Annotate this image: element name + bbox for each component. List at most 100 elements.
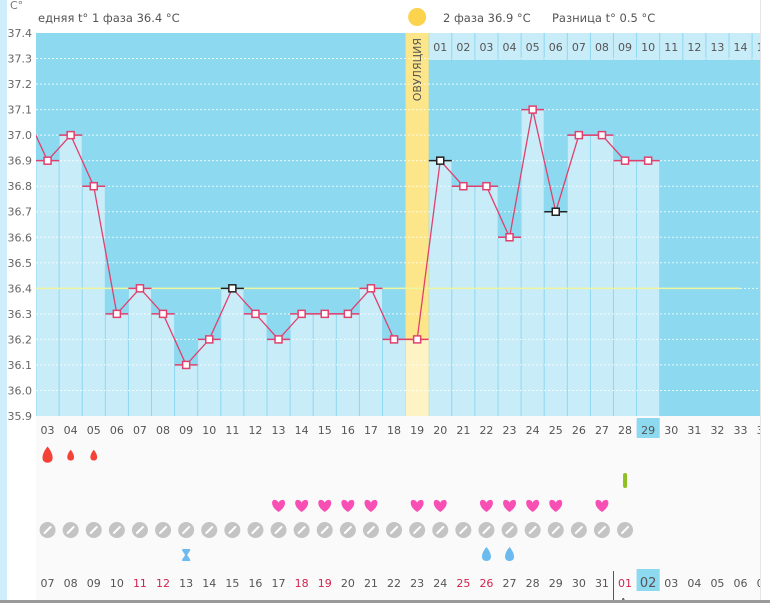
- y-tick-label: 36.7: [8, 206, 33, 219]
- phase2-day-number: 10: [641, 41, 655, 54]
- phase2-day-number: 02: [456, 41, 470, 54]
- green-marker-icon: [623, 473, 628, 488]
- date-label: 21: [364, 577, 378, 590]
- date-label: 11: [133, 577, 147, 590]
- temp-point: [297, 309, 306, 319]
- phase2-cell: [429, 33, 452, 60]
- date-label: 01: [618, 577, 632, 590]
- phase2-cell: [498, 33, 521, 60]
- date-label: 31: [595, 577, 609, 590]
- temp-bar: [383, 339, 406, 416]
- pill-stripe: [135, 526, 144, 534]
- water-drop-icon: [505, 547, 515, 561]
- pill-stripe: [551, 526, 560, 534]
- date-label: 18: [295, 577, 309, 590]
- cycle-day-label: 22: [479, 424, 493, 437]
- date-label: 10: [110, 577, 124, 590]
- ovulation-label: ОВУЛЯЦИЯ: [411, 38, 424, 101]
- date-label: 15: [225, 577, 239, 590]
- phase2-cell: [521, 33, 544, 60]
- y-tick-label: 36.8: [8, 180, 33, 193]
- cycle-day-label: 27: [595, 424, 609, 437]
- pill-stripe: [320, 526, 329, 534]
- heart-icon: [272, 499, 286, 512]
- cycle-day-label: 29: [641, 424, 655, 437]
- phase2-cell: [660, 33, 683, 60]
- date-label: 06: [734, 577, 748, 590]
- cycle-day-label: 04: [64, 424, 78, 437]
- pill-stripe: [459, 526, 468, 534]
- header-bg: [36, 0, 760, 33]
- pill-stripe: [297, 526, 306, 534]
- pill-stripe: [482, 526, 491, 534]
- pill-stripe: [274, 526, 283, 534]
- heart-icon: [595, 499, 609, 512]
- current-day-highlight: [636, 418, 660, 438]
- pill-stripe: [436, 526, 445, 534]
- date-label: 04: [687, 577, 701, 590]
- phase2-cell: [452, 33, 475, 60]
- cycle-day-label: 07: [133, 424, 147, 437]
- pill-stripe: [366, 526, 375, 534]
- pill-stripe: [43, 526, 52, 534]
- y-tick-label: 37.4: [8, 27, 33, 40]
- excluded-temp-point: [436, 156, 445, 165]
- ovulation-column: [405, 33, 429, 416]
- phase2-day-number: 12: [687, 41, 701, 54]
- month-label: Август: [620, 596, 659, 603]
- temp-point: [597, 130, 607, 140]
- cycle-day-label: 31: [687, 424, 701, 437]
- temp-bar: [475, 186, 498, 416]
- phase2-cell: [475, 33, 498, 60]
- date-label: 14: [202, 577, 216, 590]
- temp-point: [89, 181, 98, 191]
- y-tick-label: 36.5: [8, 257, 33, 270]
- pill-stripe: [182, 526, 191, 534]
- excluded-temp-point: [551, 207, 560, 216]
- phase2-day-number: 05: [526, 41, 540, 54]
- y-tick-label: 36.6: [8, 231, 33, 244]
- date-label: 30: [572, 577, 586, 590]
- cycle-day-label: 12: [248, 424, 262, 437]
- phase2-cell: [683, 33, 706, 60]
- unit-label: C°: [10, 0, 23, 12]
- y-tick-label: 37.1: [8, 104, 33, 117]
- temp-point: [205, 335, 214, 344]
- cycle-day-label: 08: [156, 424, 170, 437]
- phase2-day-number: 14: [734, 41, 748, 54]
- pill-stripe: [621, 526, 630, 534]
- temp-bar: [82, 186, 105, 416]
- cycle-day-label: 21: [456, 424, 470, 437]
- heart-icon: [318, 499, 332, 512]
- cycle-day-label: 28: [618, 424, 632, 437]
- temp-bar: [175, 364, 198, 416]
- heart-icon: [549, 499, 563, 512]
- heart-icon: [503, 499, 517, 512]
- date-label: 07: [41, 577, 55, 590]
- heart-icon: [410, 499, 424, 512]
- cycle-day-label: 18: [387, 424, 401, 437]
- temp-bar: [221, 288, 244, 416]
- phase2-cell: [752, 33, 760, 60]
- phase2-cell: [544, 33, 567, 60]
- temp-point: [158, 309, 168, 319]
- temp-point: [643, 156, 653, 165]
- pill-stripe: [597, 526, 606, 534]
- pill-stripe: [251, 526, 260, 534]
- temp-bar: [244, 313, 267, 416]
- cycle-day-label: 26: [572, 424, 586, 437]
- heart-icon: [364, 499, 378, 512]
- temp-point: [412, 335, 422, 344]
- y-tick-label: 35.9: [8, 410, 33, 423]
- phase2-day-number: 09: [618, 41, 632, 54]
- heart-icon: [433, 499, 447, 512]
- heart-icon: [526, 499, 540, 512]
- cycle-day-label: 20: [433, 424, 447, 437]
- date-label: 23: [410, 577, 424, 590]
- phase2-cell: [706, 33, 729, 60]
- cycle-day-label: 09: [179, 424, 193, 437]
- cycle-day-label: 25: [549, 424, 563, 437]
- phase2-cell: [637, 33, 660, 60]
- temp-point: [574, 130, 584, 140]
- cycle-day-label: 15: [318, 424, 332, 437]
